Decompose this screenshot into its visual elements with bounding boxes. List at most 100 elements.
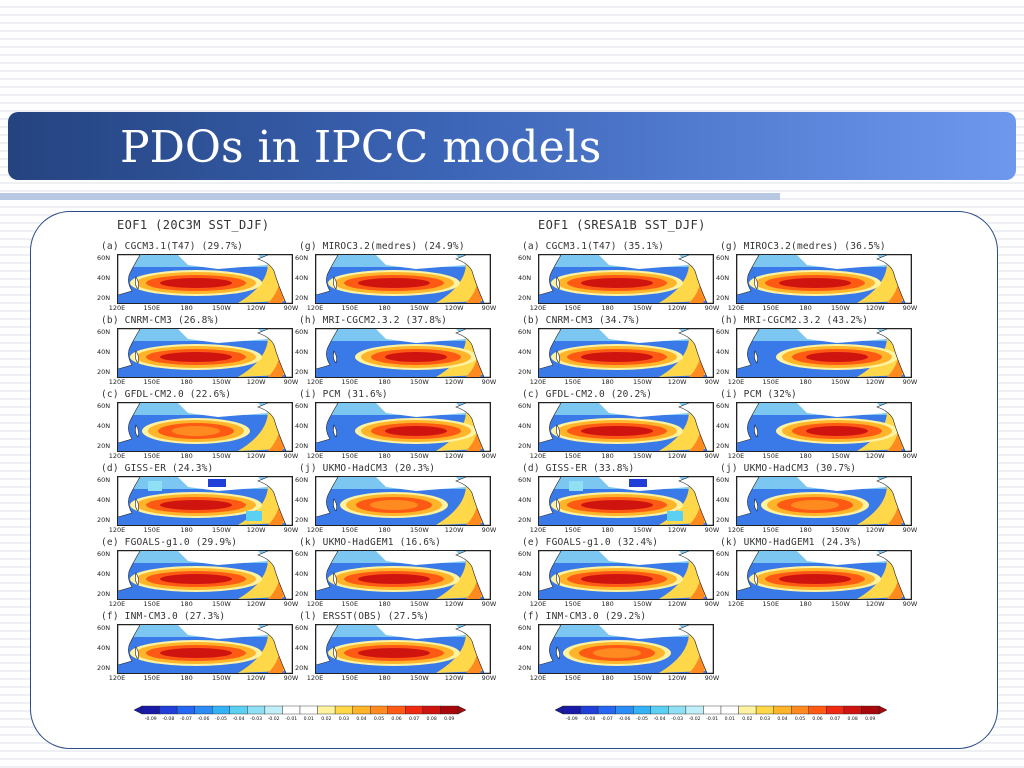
lat-label: 20N bbox=[295, 590, 309, 598]
lon-label: 150E bbox=[341, 304, 359, 312]
panel-label: (f) INM-CM3.0 (29.2%) bbox=[522, 611, 647, 622]
lon-label: 150E bbox=[143, 378, 161, 386]
lat-label: 20N bbox=[295, 368, 309, 376]
panel-label: (i) PCM (31.6%) bbox=[299, 389, 388, 400]
lon-label: 120W bbox=[667, 452, 687, 460]
eof-map bbox=[736, 550, 912, 600]
colorbar-swatch bbox=[597, 705, 616, 715]
lon-label: 90W bbox=[704, 526, 720, 534]
lon-label: 180 bbox=[180, 304, 193, 312]
colorbar-swatch bbox=[299, 705, 318, 715]
lat-label: 40N bbox=[518, 496, 532, 504]
lon-label: 120W bbox=[667, 674, 687, 682]
lon-label: 90W bbox=[283, 378, 299, 386]
lon-label: 120E bbox=[727, 378, 745, 386]
eof-map bbox=[315, 476, 491, 526]
lon-label: 150E bbox=[143, 526, 161, 534]
lat-label: 40N bbox=[295, 570, 309, 578]
colorbar-arrow-high bbox=[457, 705, 467, 715]
eof-map-graphic bbox=[539, 551, 713, 599]
lon-label: 180 bbox=[601, 378, 614, 386]
eof-map-graphic bbox=[539, 255, 713, 303]
lat-label: 40N bbox=[518, 570, 532, 578]
lon-label: 150W bbox=[632, 526, 652, 534]
panel-label: (a) CGCM3.1(T47) (29.7%) bbox=[101, 241, 244, 252]
lon-label: 150W bbox=[409, 526, 429, 534]
panel-label: (j) UKMO-HadCM3 (30.7%) bbox=[720, 463, 857, 474]
colorbar-label: -0.09 bbox=[144, 717, 157, 722]
lon-label: 120W bbox=[246, 526, 266, 534]
lon-label: 90W bbox=[481, 304, 497, 312]
eof-map-graphic bbox=[316, 329, 490, 377]
eof-map-graphic bbox=[316, 625, 490, 673]
lon-label: 150W bbox=[632, 452, 652, 460]
panel-label: (g) MIROC3.2(medres) (24.9%) bbox=[299, 241, 465, 252]
lat-label: 20N bbox=[518, 516, 532, 524]
lon-label: 120W bbox=[444, 600, 464, 608]
colorbar-label: 0.07 bbox=[829, 717, 841, 722]
lon-label: 90W bbox=[283, 600, 299, 608]
lat-label: 60N bbox=[295, 476, 309, 484]
lat-label: 20N bbox=[295, 442, 309, 450]
panel-label: (f) INM-CM3.0 (27.3%) bbox=[101, 611, 226, 622]
panel-label: (j) UKMO-HadCM3 (20.3%) bbox=[299, 463, 436, 474]
lat-label: 40N bbox=[295, 644, 309, 652]
colorbar-graphic bbox=[133, 705, 467, 715]
lon-label: 180 bbox=[799, 600, 812, 608]
colorbar-label: -0.02 bbox=[688, 717, 701, 722]
lon-label: 150W bbox=[409, 674, 429, 682]
colorbar-left: -0.09 -0.08 -0.07 -0.06 -0.05 -0.04 -0.03 -0.02… bbox=[132, 705, 468, 727]
colorbar-label: 0.01 bbox=[303, 717, 314, 722]
colorbar-label: 0.04 bbox=[777, 717, 788, 722]
eof-map-graphic bbox=[316, 477, 490, 525]
lat-label: 20N bbox=[295, 294, 309, 302]
eof-map bbox=[315, 254, 491, 304]
lat-label: 20N bbox=[518, 590, 532, 598]
lon-label: 120E bbox=[529, 600, 547, 608]
lat-label: 40N bbox=[518, 644, 532, 652]
lon-label: 120W bbox=[444, 378, 464, 386]
colorbar-swatch bbox=[703, 705, 722, 715]
colorbar-label: 0.04 bbox=[356, 717, 367, 722]
eof-map-graphic bbox=[118, 551, 292, 599]
lat-label: 40N bbox=[295, 496, 309, 504]
lat-label: 20N bbox=[97, 442, 111, 450]
lat-label: 40N bbox=[97, 496, 111, 504]
eof-map-graphic bbox=[118, 329, 292, 377]
lon-label: 150W bbox=[211, 674, 231, 682]
lon-label: 180 bbox=[378, 600, 391, 608]
lon-label: 90W bbox=[481, 378, 497, 386]
eof-panel: (d) GISS-ER (24.3%) 60N 40N 20N 120E 150E 180 1… bbox=[97, 463, 298, 535]
eof-panel: (h) MRI-CGCM2.3.2 (43.2%) 60N 40N 20N 120E 15… bbox=[716, 315, 917, 387]
eof-panel: (f) INM-CM3.0 (29.2%) 60N 40N 20N 120E 150E 18… bbox=[518, 611, 719, 683]
lat-label: 40N bbox=[716, 570, 730, 578]
lon-label: 150E bbox=[564, 600, 582, 608]
panel-label: (e) FGOALS-g1.0 (29.9%) bbox=[101, 537, 238, 548]
lon-label: 180 bbox=[378, 378, 391, 386]
colorbar-swatch bbox=[720, 705, 739, 715]
lat-label: 40N bbox=[518, 348, 532, 356]
lon-label: 180 bbox=[799, 526, 812, 534]
colorbar-arrow-high bbox=[878, 705, 888, 715]
lat-label: 20N bbox=[97, 516, 111, 524]
lon-label: 120W bbox=[444, 304, 464, 312]
eof-panel: (b) CNRM-CM3 (34.7%) 60N 40N 20N 120E 150E 180… bbox=[518, 315, 719, 387]
eof-panel: (e) FGOALS-g1.0 (32.4%) 60N 40N 20N 120E 150E… bbox=[518, 537, 719, 609]
lon-label: 150W bbox=[211, 304, 231, 312]
lon-label: 120E bbox=[529, 452, 547, 460]
colorbar-arrow-low bbox=[554, 705, 564, 715]
lon-label: 90W bbox=[283, 304, 299, 312]
eof-map bbox=[315, 402, 491, 452]
colorbar-label: 0.06 bbox=[812, 717, 823, 722]
eof-map-graphic bbox=[316, 255, 490, 303]
colorbar-label: -0.08 bbox=[162, 717, 175, 722]
colorbar-swatch bbox=[633, 705, 651, 715]
eof-map bbox=[538, 476, 714, 526]
lat-label: 20N bbox=[518, 294, 532, 302]
colorbar-label: 0.09 bbox=[865, 717, 876, 722]
colorbar-swatch bbox=[229, 705, 248, 715]
lat-label: 40N bbox=[295, 274, 309, 282]
eof-panel: (d) GISS-ER (33.8%) 60N 40N 20N 120E 150E 180 1… bbox=[518, 463, 719, 535]
lat-label: 40N bbox=[97, 274, 111, 282]
eof-map-graphic bbox=[539, 403, 713, 451]
